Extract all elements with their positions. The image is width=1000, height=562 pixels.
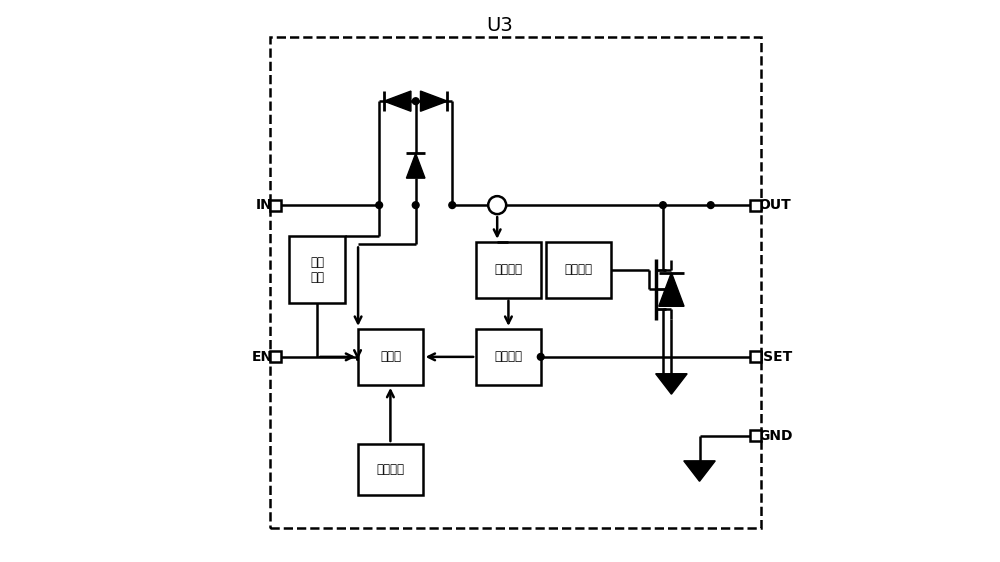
Polygon shape: [684, 461, 715, 481]
Text: U3: U3: [487, 16, 513, 35]
Polygon shape: [384, 91, 411, 111]
Text: 驱动器: 驱动器: [380, 350, 401, 364]
Text: 电流检测: 电流检测: [494, 263, 522, 277]
Polygon shape: [406, 153, 425, 178]
Bar: [289, 236, 345, 303]
Text: ISET: ISET: [759, 350, 793, 364]
Text: OUT: OUT: [759, 198, 791, 212]
Circle shape: [376, 202, 383, 209]
Bar: [750, 351, 761, 362]
Polygon shape: [659, 273, 684, 306]
Circle shape: [412, 202, 419, 209]
Bar: [476, 329, 541, 385]
Bar: [546, 242, 611, 298]
Text: 放电控制: 放电控制: [565, 263, 593, 277]
Polygon shape: [420, 91, 447, 111]
Bar: [270, 351, 281, 362]
Bar: [476, 242, 541, 298]
Text: EN: EN: [251, 350, 272, 364]
Text: 电流限制: 电流限制: [494, 350, 522, 364]
Circle shape: [537, 353, 544, 360]
Circle shape: [707, 202, 714, 209]
Circle shape: [660, 202, 666, 209]
Bar: [270, 200, 281, 211]
Text: 热量检测: 热量检测: [376, 463, 404, 476]
Text: GND: GND: [759, 429, 793, 442]
Circle shape: [449, 202, 456, 209]
Circle shape: [488, 196, 506, 214]
Bar: [270, 37, 761, 528]
Text: 低压
关断: 低压 关断: [310, 256, 324, 284]
Circle shape: [412, 98, 419, 105]
Text: IN: IN: [256, 198, 272, 212]
Bar: [358, 329, 423, 385]
Bar: [750, 200, 761, 211]
Bar: [358, 444, 423, 495]
Polygon shape: [656, 374, 687, 394]
Bar: [750, 430, 761, 441]
